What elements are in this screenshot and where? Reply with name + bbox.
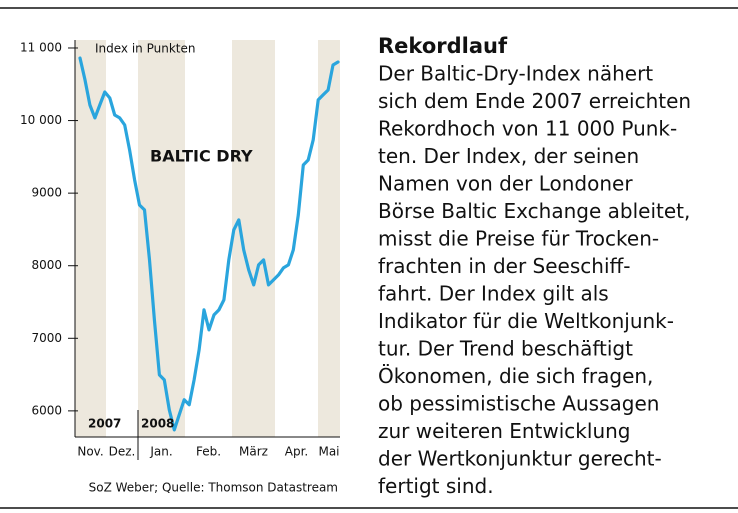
y-axis-label: Index in Punkten xyxy=(95,42,195,56)
article-line: fahrt. Der Index gilt als xyxy=(378,282,609,306)
y-tick-label: 10 000 xyxy=(20,113,62,127)
article-line: zur weiteren Entwicklung xyxy=(378,419,631,443)
article-line: Namen von der Londoner xyxy=(378,172,633,196)
source: SoZ Weber; Quelle: Thomson Datastream xyxy=(89,481,338,495)
y-tick-label: 9000 xyxy=(31,186,62,200)
article-line: ten. Der Index, der seinen xyxy=(378,144,639,168)
article-title: Rekordlauf xyxy=(378,34,508,58)
article-line: Indikator für die Weltkonjunk- xyxy=(378,309,674,333)
article-line: misst die Preise für Trocken- xyxy=(378,227,659,251)
article-line: Ökonomen, die sich fragen, xyxy=(378,364,653,388)
year-label: 2008 xyxy=(141,417,174,431)
x-tick-label: Dez. xyxy=(109,445,136,459)
y-tick-label: 7000 xyxy=(31,331,62,345)
index-line xyxy=(78,56,340,432)
series-label: BALTIC DRY xyxy=(150,147,253,166)
x-tick-label: Apr. xyxy=(285,445,308,459)
month-band xyxy=(318,40,340,437)
x-tick-label: März xyxy=(239,445,268,459)
x-tick-label: Nov. xyxy=(77,445,103,459)
x-tick-label: Jan. xyxy=(149,445,172,459)
article-line: frachten in der Seeschiff- xyxy=(378,254,631,278)
y-tick-label: 11 000 xyxy=(20,40,62,54)
article-line: Der Baltic-Dry-Index nähert xyxy=(378,62,653,86)
x-tick-label: Feb. xyxy=(196,445,221,459)
article-line: Börse Baltic Exchange ableitet, xyxy=(378,199,690,223)
month-bands xyxy=(75,40,340,437)
plot xyxy=(78,56,340,432)
y-tick-label: 8000 xyxy=(31,258,62,272)
article-line: ob pessimistische Aussagen xyxy=(378,392,659,416)
x-tick-label: Mai xyxy=(318,445,339,459)
y-tick-label: 6000 xyxy=(31,403,62,417)
month-band xyxy=(232,40,275,437)
year-label: 2007 xyxy=(88,417,121,431)
article-line: fertigt sind. xyxy=(378,474,494,498)
article-line: der Wertkonjunktur gerecht- xyxy=(378,447,662,471)
article-line: Rekordhoch von 11 000 Punk- xyxy=(378,117,677,141)
article-line: tur. Der Trend beschäftigt xyxy=(378,337,633,361)
article-line: sich dem Ende 2007 erreichten xyxy=(378,89,691,113)
